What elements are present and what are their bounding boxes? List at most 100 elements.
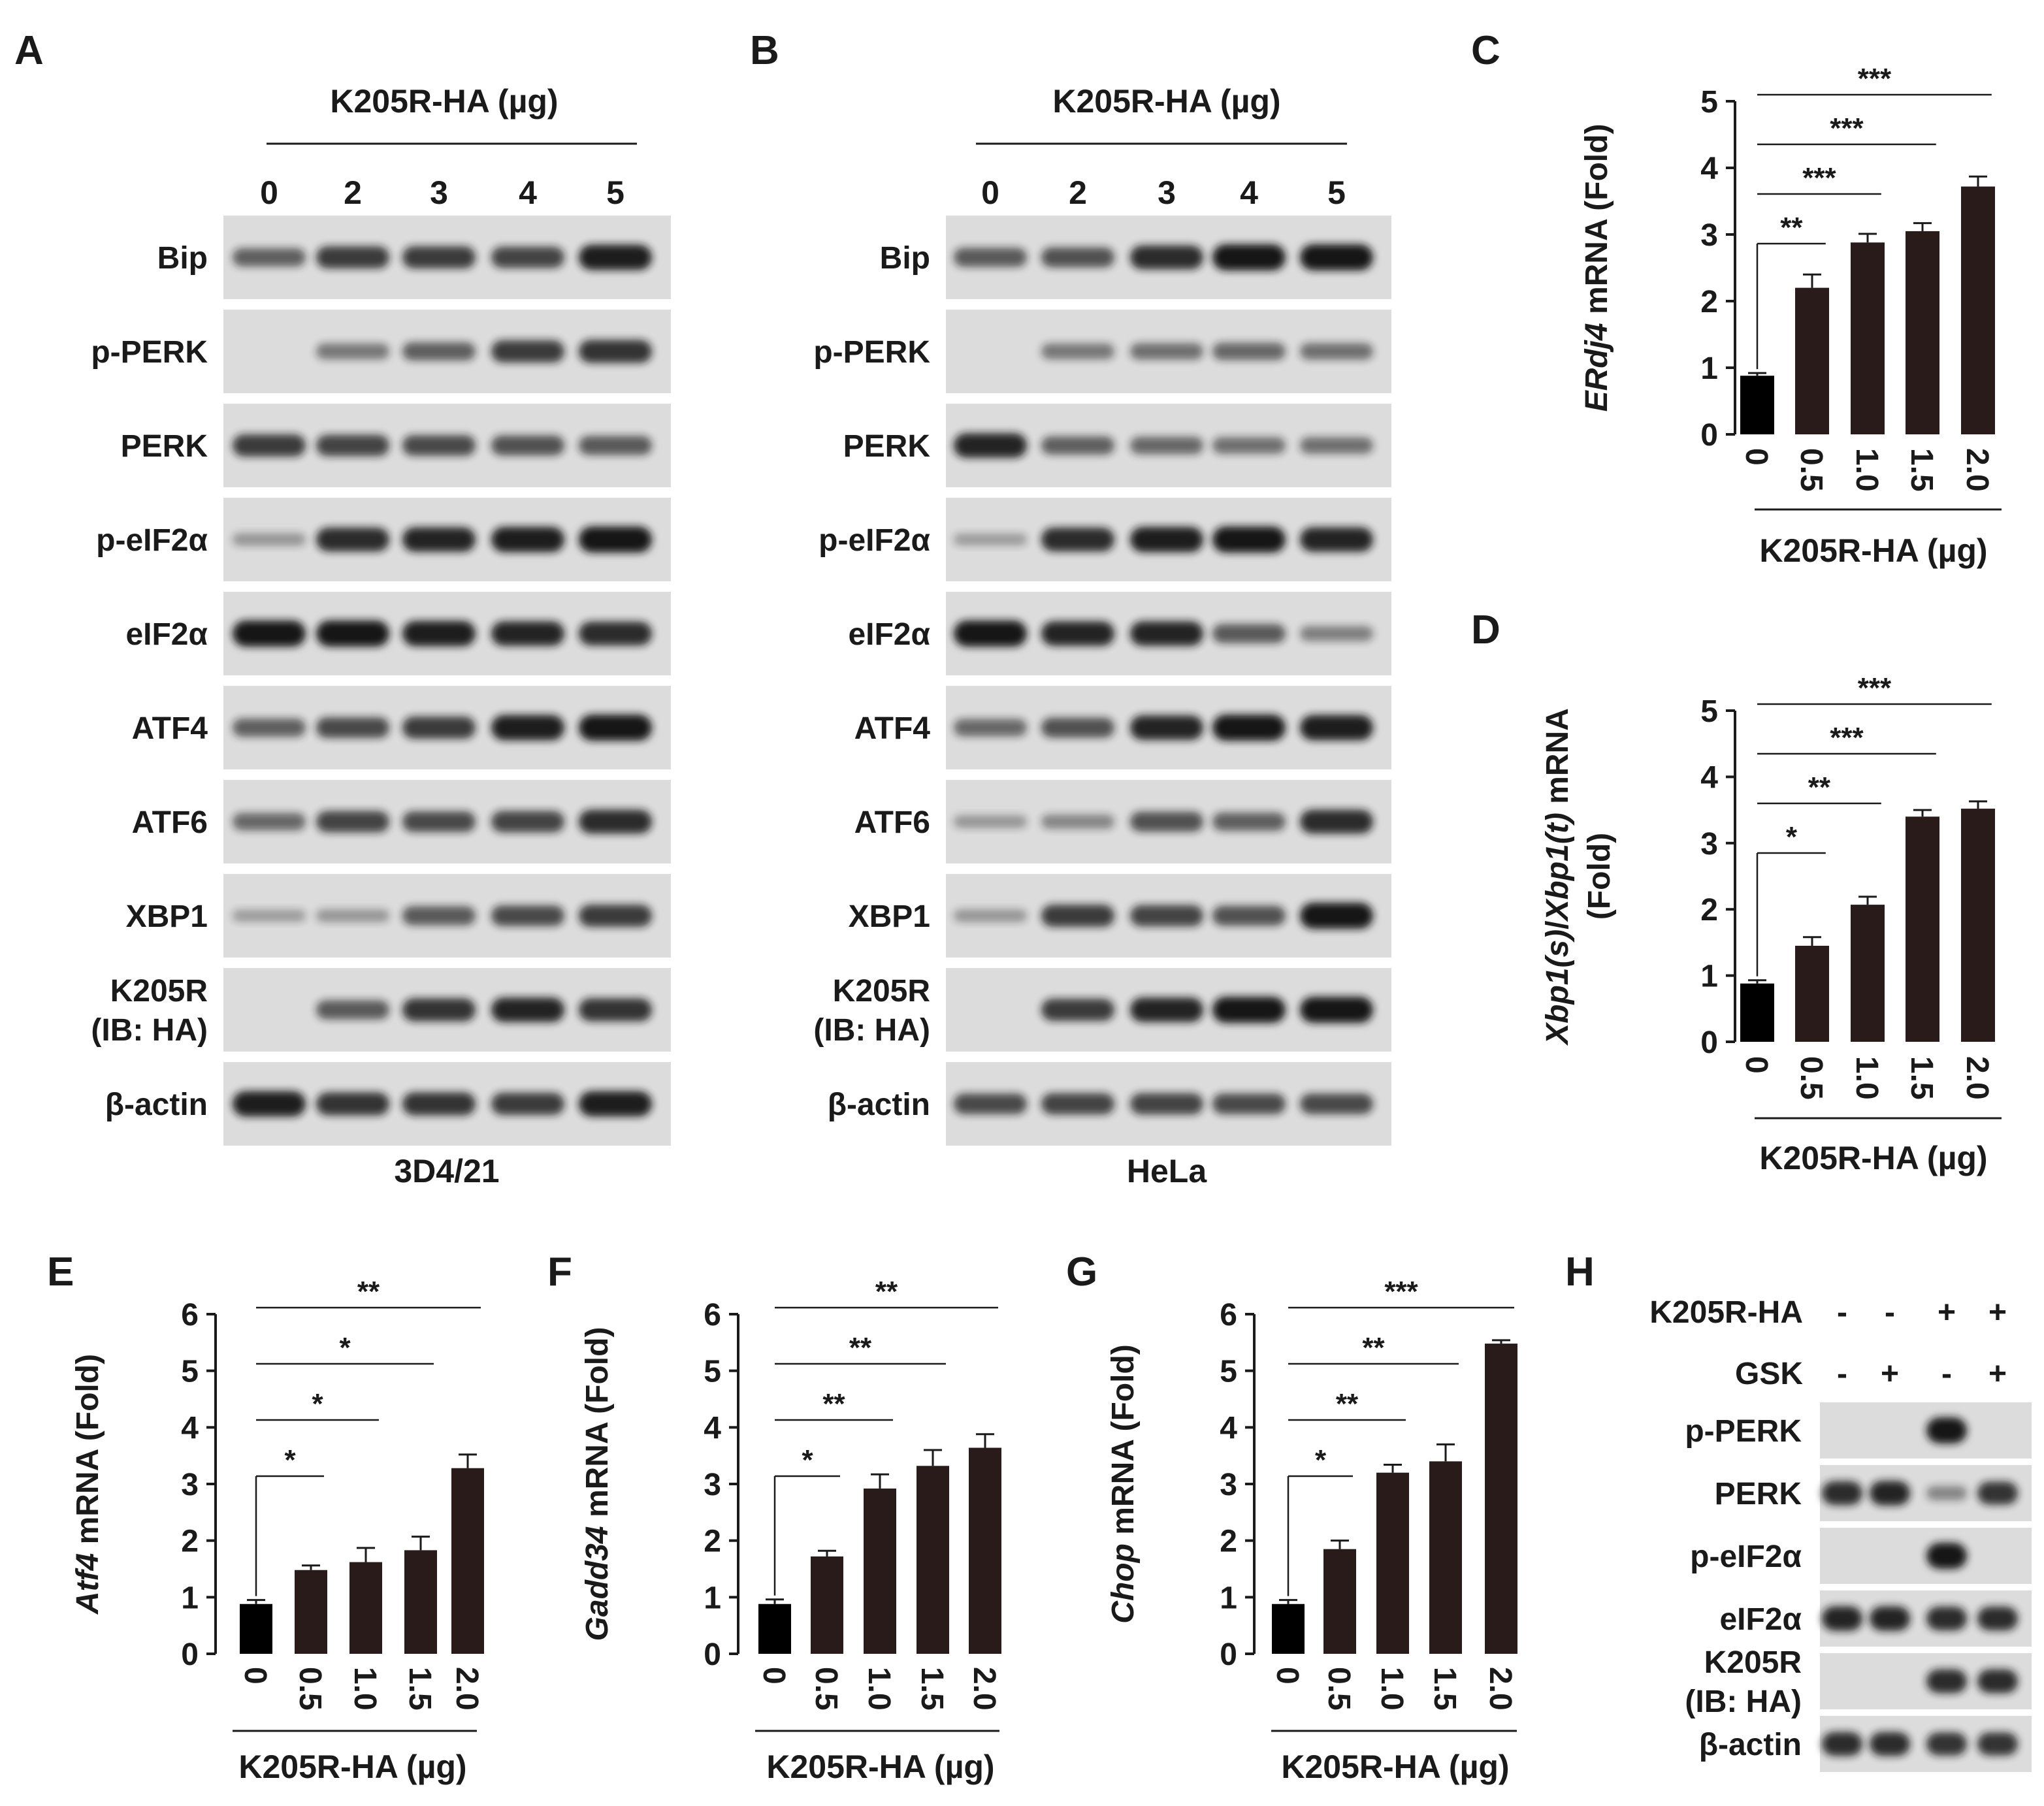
a-band xyxy=(402,527,476,552)
h-row-label: p-eIF2α xyxy=(1690,1540,1802,1574)
h-row-label: β-actin xyxy=(1699,1728,1802,1762)
b-band xyxy=(1130,621,1203,646)
x-axis-label: K205R-HA (µg) xyxy=(766,1749,994,1785)
axis-label-part: Atf4 xyxy=(71,1553,105,1615)
y-tick-label: 0 xyxy=(1700,1025,1718,1060)
b-band xyxy=(1130,1093,1203,1115)
b-band xyxy=(1041,717,1114,738)
h-row-label: eIF2α xyxy=(1719,1602,1802,1637)
a-band xyxy=(402,342,476,361)
y-tick-label: 2 xyxy=(1700,893,1718,927)
a-band xyxy=(491,340,564,363)
bar xyxy=(1740,983,1774,1042)
b-band xyxy=(1300,903,1373,929)
a-row-label: ATF4 xyxy=(132,711,208,746)
y-tick-label: 2 xyxy=(1700,285,1718,319)
b-band xyxy=(954,1093,1027,1114)
x-tick-label: 0 xyxy=(1739,448,1774,466)
panel-letter: G xyxy=(1066,1250,1097,1295)
y-tick-label: 1 xyxy=(181,1581,199,1615)
axis-label-part: Chop xyxy=(1106,1543,1141,1624)
b-band xyxy=(1300,343,1373,360)
b-band xyxy=(1130,343,1203,360)
a-band xyxy=(316,811,389,833)
cell-line-label: 3D4/21 xyxy=(394,1153,499,1189)
b-band xyxy=(954,533,1027,546)
h-row-label: (IB: HA) xyxy=(1685,1685,1802,1719)
condition-label: GSK xyxy=(1735,1357,1803,1391)
axis-label-part: ERdj4 xyxy=(1580,323,1614,411)
a-band xyxy=(233,909,306,922)
condition-sign: - xyxy=(1837,1357,1847,1391)
h-band xyxy=(1926,1732,1967,1756)
b-band xyxy=(1130,905,1203,927)
b-band xyxy=(1041,436,1114,455)
y-tick-label: 0 xyxy=(704,1637,721,1672)
b-row-label: β-actin xyxy=(828,1088,930,1122)
significance-label: * xyxy=(1315,1444,1327,1476)
a-band xyxy=(491,526,564,553)
a-band xyxy=(402,621,476,647)
a-row-label: K205R xyxy=(110,974,208,1008)
a-band xyxy=(316,434,389,457)
lane-label: 5 xyxy=(606,174,625,211)
significance-label: ** xyxy=(1808,771,1831,803)
a-blot-rows: Bip p-PERK PERK p-eIF2α eIF2α ATF4 ATF6 XBP1 K20… xyxy=(91,216,671,1146)
a-band xyxy=(233,813,306,831)
x-tick-label: 1.0 xyxy=(348,1667,382,1711)
b-blot-rows: Bip p-PERK PERK p-eIF2α eIF2α ATF4 ATF6 XBP1 K20… xyxy=(813,216,1391,1146)
bar xyxy=(1795,287,1829,434)
bar xyxy=(1906,231,1939,434)
bar xyxy=(1795,945,1829,1042)
b-band xyxy=(954,248,1027,267)
x-tick-label: 1.5 xyxy=(915,1667,949,1711)
h-band xyxy=(1870,1481,1910,1506)
b-band xyxy=(1300,715,1373,741)
b-band xyxy=(1041,247,1114,268)
y-axis-label-line2: (Fold) xyxy=(1582,833,1617,920)
condition-sign: + xyxy=(1988,1295,2007,1330)
h-band xyxy=(1926,1669,1967,1694)
a-band xyxy=(579,905,652,927)
y-axis-label: Chop mRNA (Fold) xyxy=(1106,1344,1141,1623)
bar xyxy=(1272,1604,1305,1654)
x-axis-label: K205R-HA (µg) xyxy=(1759,1140,1987,1176)
h-band xyxy=(1822,1481,1862,1506)
a-band xyxy=(316,527,389,552)
y-tick-label: 0 xyxy=(1700,418,1718,453)
significance-label: ** xyxy=(1336,1388,1359,1420)
x-tick-label: 0.5 xyxy=(1794,448,1828,492)
lane-label: 2 xyxy=(1069,174,1087,211)
axis-label-part: mRNA (Fold) xyxy=(71,1354,105,1553)
x-axis-label: K205R-HA (µg) xyxy=(1759,532,1987,569)
h-strip-p-perk xyxy=(1820,1402,2032,1459)
a-band xyxy=(491,811,564,833)
h-band xyxy=(1977,1669,2018,1694)
y-axis-label: Atf4 mRNA (Fold) xyxy=(71,1354,105,1615)
blot-header: K205R-HA (µg) xyxy=(330,83,558,120)
x-axis-label: K205R-HA (µg) xyxy=(1281,1749,1509,1785)
a-band xyxy=(402,998,476,1022)
x-tick-label: 0.5 xyxy=(1794,1056,1828,1100)
b-band xyxy=(1212,905,1286,926)
b-band xyxy=(1130,245,1203,270)
axis-label-part: mRNA (Fold) xyxy=(1106,1344,1141,1543)
y-tick-label: 1 xyxy=(704,1581,721,1615)
a-band xyxy=(402,435,476,456)
y-tick-label: 1 xyxy=(1220,1581,1237,1615)
a-band xyxy=(402,1092,476,1116)
a-band xyxy=(316,909,389,922)
bar xyxy=(969,1447,1001,1654)
b-band xyxy=(1300,997,1373,1023)
a-band xyxy=(491,997,564,1022)
axis-label-part: mRNA xyxy=(1540,708,1575,813)
bar xyxy=(1429,1461,1462,1654)
h-band xyxy=(1870,1732,1910,1756)
a-band xyxy=(233,621,306,647)
blot-header: K205R-HA (µg) xyxy=(1052,83,1280,120)
y-tick-label: 3 xyxy=(181,1468,199,1502)
significance-label: ** xyxy=(849,1332,872,1364)
lane-label: 0 xyxy=(260,174,278,211)
